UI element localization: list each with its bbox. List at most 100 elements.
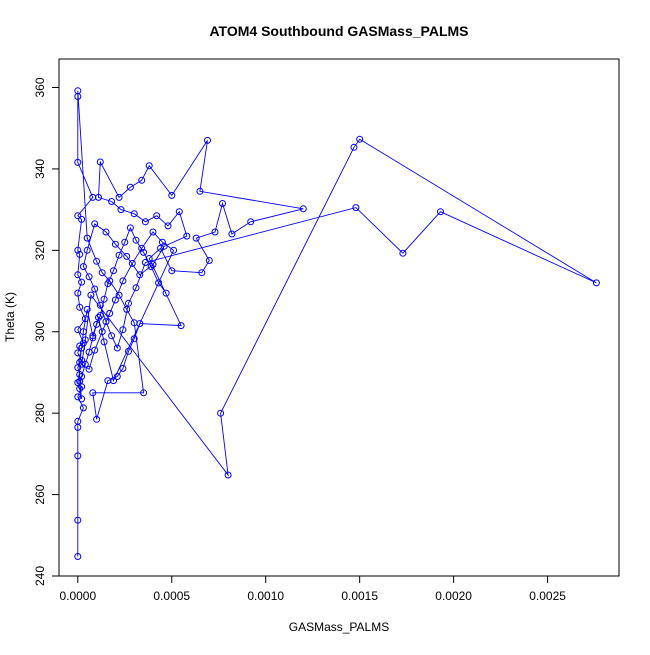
- data-point: [79, 328, 87, 336]
- data-point: [100, 295, 108, 303]
- data-point: [95, 193, 102, 201]
- data-point: [93, 415, 101, 423]
- data-point: [204, 136, 211, 144]
- data-point: [132, 236, 140, 244]
- data-point: [130, 210, 138, 218]
- data-point: [121, 238, 129, 246]
- data-point: [96, 312, 104, 319]
- data-point: [132, 284, 140, 292]
- y-axis: 240 260 280 300 320 340 360: [33, 77, 60, 586]
- data-point: [205, 257, 213, 264]
- data-point: [89, 332, 97, 340]
- x-tick-label: 0.0005: [153, 589, 190, 603]
- data-point: [74, 349, 82, 357]
- data-point: [115, 291, 123, 299]
- data-point: [91, 285, 99, 293]
- y-tick-label: 260: [33, 484, 47, 504]
- series-line: [77, 90, 597, 557]
- data-point: [592, 279, 600, 287]
- data-point: [85, 365, 93, 373]
- data-point: [147, 263, 155, 271]
- data-point: [78, 215, 86, 223]
- data-point: [74, 246, 82, 254]
- data-point: [74, 379, 82, 387]
- data-point: [158, 238, 166, 246]
- data-point: [115, 251, 123, 259]
- data-point: [168, 267, 176, 275]
- data-point: [115, 193, 123, 201]
- data-point: [111, 240, 119, 248]
- data-point: [128, 259, 136, 267]
- data-point: [78, 356, 86, 364]
- data-point: [89, 389, 97, 397]
- data-point: [81, 336, 89, 344]
- y-tick-label: 280: [33, 403, 47, 423]
- data-point: [153, 212, 161, 220]
- data-point: [136, 320, 144, 328]
- data-point: [126, 183, 134, 191]
- data-point: [96, 158, 104, 166]
- data-point: [352, 204, 360, 212]
- data-point: [78, 395, 86, 403]
- data-point: [74, 417, 82, 425]
- series-points: [74, 87, 600, 560]
- data-point: [104, 280, 112, 288]
- data-point: [138, 176, 146, 184]
- data-point: [78, 278, 86, 286]
- data-point: [83, 305, 91, 313]
- data-point: [87, 291, 95, 299]
- data-point: [437, 208, 444, 216]
- data-point: [74, 158, 82, 166]
- data-point: [183, 232, 191, 240]
- data-point: [78, 344, 86, 352]
- x-axis: 0.0000 0.0005 0.0010 0.0015 0.0020 0.0025: [59, 575, 566, 603]
- data-point: [74, 289, 82, 297]
- data-point: [76, 303, 84, 311]
- data-point: [198, 269, 206, 277]
- y-axis-label: Theta (K): [3, 292, 17, 342]
- data-point: [96, 301, 104, 309]
- data-point: [85, 348, 93, 356]
- data-point: [356, 135, 364, 143]
- chart-title: ATOM4 Southbound GASMass_PALMS: [209, 23, 468, 39]
- data-point: [83, 234, 91, 242]
- data-point: [95, 314, 102, 321]
- data-point: [110, 267, 117, 275]
- data-point: [102, 228, 110, 236]
- data-point: [125, 299, 132, 307]
- data-point: [350, 143, 358, 151]
- data-point: [100, 338, 108, 346]
- data-point: [217, 409, 225, 417]
- data-point: [98, 269, 106, 277]
- data-point: [160, 242, 168, 250]
- data-point: [123, 305, 131, 313]
- data-point: [149, 261, 157, 269]
- data-point: [175, 208, 183, 216]
- data-point: [157, 244, 164, 252]
- data-point: [125, 347, 132, 355]
- y-tick-label: 340: [33, 159, 47, 179]
- data-point: [74, 553, 82, 560]
- x-tick-label: 0.0025: [529, 589, 566, 603]
- data-point: [130, 335, 138, 343]
- data-point: [141, 259, 149, 266]
- y-tick-label: 240: [33, 566, 47, 586]
- data-point: [177, 322, 185, 330]
- data-point: [108, 198, 116, 205]
- data-point: [299, 205, 307, 213]
- x-tick-label: 0.0020: [435, 589, 472, 603]
- data-point: [74, 87, 82, 95]
- data-point: [211, 228, 219, 236]
- data-point: [164, 222, 172, 230]
- data-point: [76, 371, 84, 378]
- data-point: [399, 249, 407, 257]
- data-point: [93, 320, 101, 328]
- data-point: [162, 289, 170, 297]
- data-point: [110, 377, 117, 385]
- data-point: [74, 271, 82, 279]
- data-point: [168, 191, 176, 199]
- data-point: [113, 373, 121, 380]
